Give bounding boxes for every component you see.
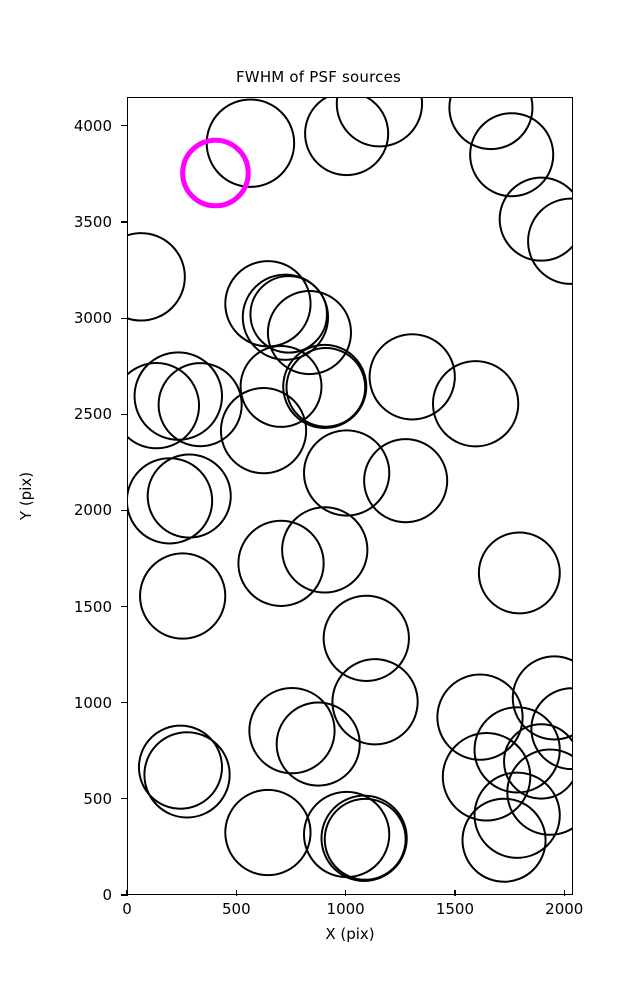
x-tick-label: 1000: [326, 900, 365, 918]
plot-area: [127, 97, 573, 895]
y-axis-label: Y (pix): [17, 472, 46, 520]
chart-title: FWHM of PSF sources: [235, 68, 402, 86]
psf-source-circle: [506, 748, 572, 836]
highlighted-source-circle: [180, 137, 251, 209]
psf-source-circle: [249, 275, 328, 354]
y-tick-label: 4000: [73, 116, 112, 135]
psf-source-circle: [322, 594, 410, 682]
y-tick-mark: [121, 509, 127, 511]
y-tick-label: 3000: [73, 309, 112, 328]
psf-source-circle: [266, 290, 353, 376]
y-axis-label-text: Y (pix): [17, 471, 35, 521]
x-tick-mark: [235, 889, 237, 896]
y-tick-label: 500: [83, 789, 112, 808]
psf-source-circle: [143, 731, 231, 819]
x-tick-label: 1500: [435, 900, 475, 918]
psf-source-circle: [530, 687, 572, 771]
x-tick-mark: [126, 889, 128, 896]
y-tick-label: 0: [102, 886, 112, 904]
psf-source-circle: [285, 347, 367, 428]
psf-source-circle: [137, 724, 224, 810]
psf-source-circle: [139, 552, 227, 640]
psf-source-circle: [128, 232, 186, 322]
psf-source-circle: [448, 98, 534, 151]
psf-source-circle: [128, 362, 201, 450]
x-axis-label: X (pix): [325, 925, 375, 943]
y-tick-mark: [121, 605, 127, 608]
x-tick-label: 500: [221, 900, 251, 918]
psf-source-circle: [323, 797, 407, 881]
psf-source-circle: [461, 797, 547, 883]
psf-source-circle: [128, 457, 214, 545]
psf-source-circle: [303, 790, 391, 879]
psf-source-circle: [436, 673, 524, 761]
psf-source-circle: [320, 794, 408, 882]
y-tick-mark: [121, 894, 127, 896]
psf-source-circle: [304, 98, 390, 177]
x-tick-label: 2000: [545, 900, 584, 918]
psf-source-circle: [503, 723, 572, 800]
y-tick-label: 3500: [73, 212, 112, 231]
y-tick-mark: [121, 125, 127, 127]
psf-source-circle: [237, 519, 325, 607]
y-tick-label: 1500: [73, 597, 112, 616]
psf-source-circle: [511, 655, 572, 741]
y-tick-mark: [121, 702, 127, 704]
psf-source-circle: [224, 788, 312, 877]
y-tick-mark: [121, 317, 127, 319]
psf-source-circle: [331, 658, 419, 746]
psf-source-circle: [146, 453, 232, 539]
psf-source-circle: [219, 387, 308, 475]
psf-source-circle: [441, 732, 532, 822]
psf-source-circle: [248, 687, 336, 775]
psf-source-circle: [363, 438, 449, 524]
y-tick-mark: [121, 221, 127, 223]
psf-source-circle: [473, 771, 561, 859]
psf-source-circle: [157, 362, 243, 448]
psf-source-circle: [335, 98, 424, 148]
psf-source-circle: [281, 506, 369, 594]
x-tick-mark: [563, 889, 565, 896]
x-tick-label: 0: [122, 900, 132, 918]
psf-source-circle: [469, 112, 555, 198]
x-tick-mark: [454, 889, 456, 896]
psf-source-circle: [239, 344, 323, 428]
y-tick-mark: [121, 413, 127, 415]
y-tick-label: 2000: [73, 501, 112, 520]
circles-layer: [128, 98, 572, 883]
psf-source-circle: [368, 333, 456, 421]
psf-source-circle: [431, 360, 520, 448]
psf-source-circle: [241, 273, 330, 361]
y-tick-label: 1000: [73, 693, 112, 712]
y-tick-label: 2500: [73, 405, 112, 424]
psf-source-circle: [527, 197, 572, 285]
psf-source-circle: [275, 701, 361, 787]
psf-source-circle: [282, 343, 368, 429]
psf-source-circle: [477, 531, 561, 615]
psf-source-circle: [498, 176, 572, 262]
x-tick-mark: [345, 889, 347, 896]
psf-source-circle: [303, 429, 391, 517]
y-tick-mark: [121, 798, 127, 800]
psf-source-circle: [133, 351, 224, 441]
